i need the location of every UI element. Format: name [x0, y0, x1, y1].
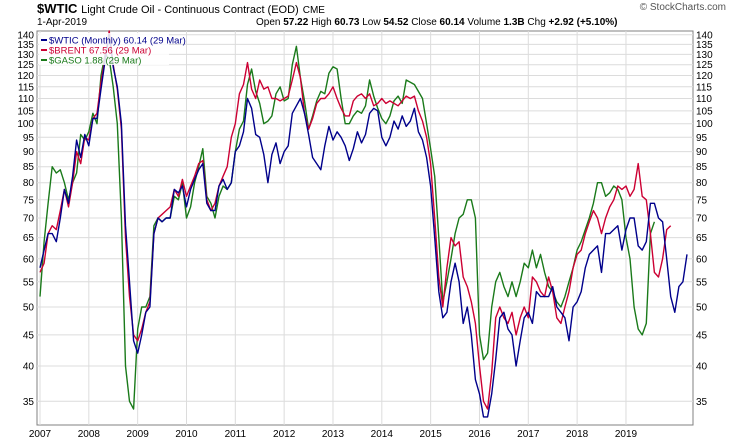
y-tick-label-left: 55	[23, 277, 35, 288]
quote-date: 1-Apr-2019	[37, 17, 88, 28]
y-tick-label-left: 140	[17, 30, 34, 41]
y-tick-label-left: 65	[23, 233, 35, 244]
y-tick-label-left: 110	[18, 94, 34, 105]
grid-lines	[37, 31, 693, 425]
legend-label-wtic: $WTIC (Monthly) 60.14 (29 Mar)	[49, 36, 186, 47]
symbol-code: $WTIC	[37, 1, 78, 16]
legend-background	[39, 33, 169, 65]
y-tick-label-right: 50	[696, 302, 708, 313]
x-tick-label: 2019	[615, 429, 638, 440]
y-tick-label-left: 45	[23, 330, 35, 341]
y-tick-label-right: 90	[696, 147, 708, 158]
y-tick-label-left: 95	[23, 133, 35, 144]
x-tick-label: 2017	[517, 429, 540, 440]
high-value: 60.73	[334, 17, 360, 28]
x-tick-label: 2012	[273, 429, 296, 440]
y-tick-label-right: 70	[696, 214, 708, 225]
y-tick-label-left: 105	[17, 106, 34, 117]
y-tick-label-left: 80	[23, 178, 35, 189]
y-tick-label-right: 85	[696, 162, 708, 173]
high-label: High	[311, 17, 332, 28]
volume-label: Volume	[467, 17, 501, 28]
y-tick-label-left: 70	[23, 214, 35, 225]
axis-labels: 35 35 40 40 45 45 50 50 55 55 60 60 65 65 70 70 75 75 80 80…	[17, 30, 713, 440]
y-tick-label-right: 135	[696, 40, 713, 51]
low-label: Low	[362, 17, 381, 28]
close-value: 60.14	[439, 17, 465, 28]
y-tick-label-right: 115	[696, 82, 712, 93]
y-tick-label-right: 95	[696, 133, 708, 144]
y-tick-label-right: 65	[696, 233, 708, 244]
symbol-title: $WTIC Light Crude Oil - Continuous Contr…	[37, 1, 325, 16]
x-tick-label: 2009	[127, 429, 150, 440]
y-tick-label-right: 75	[696, 195, 708, 206]
chart-header: $WTIC Light Crude Oil - Continuous Contr…	[0, 0, 730, 30]
y-tick-label-right: 60	[696, 254, 708, 265]
y-tick-label-left: 50	[23, 302, 35, 313]
x-tick-label: 2016	[468, 429, 491, 440]
y-tick-label-right: 120	[696, 71, 713, 82]
y-tick-label-left: 115	[18, 82, 34, 93]
series-line-wtic	[39, 34, 688, 418]
legend: $WTIC (Monthly) 60.14 (29 Mar)$BRENT 67.…	[39, 33, 186, 67]
x-tick-label: 2011	[225, 429, 247, 440]
series-line-gaso	[39, 45, 656, 410]
y-tick-label-right: 100	[696, 119, 713, 130]
volume-value: 1.3B	[503, 17, 525, 28]
legend-label-gaso: $GASO 1.88 (29 Mar)	[49, 56, 141, 67]
y-tick-label-left: 75	[23, 195, 35, 206]
low-value: 54.52	[383, 17, 409, 28]
y-tick-label-left: 40	[23, 361, 35, 372]
y-tick-label-left: 130	[17, 50, 34, 61]
y-tick-label-left: 60	[23, 254, 35, 265]
open-value: 57.22	[283, 17, 309, 28]
x-tick-label: 2010	[175, 429, 198, 440]
y-tick-label-right: 130	[696, 50, 713, 61]
chg-label: Chg	[527, 17, 546, 28]
y-tick-label-right: 125	[696, 60, 713, 71]
x-tick-label: 2007	[29, 429, 52, 440]
y-tick-label-left: 135	[17, 40, 34, 51]
open-label: Open	[256, 17, 281, 28]
y-tick-label-left: 85	[23, 162, 35, 173]
y-tick-label-right: 55	[696, 277, 708, 288]
quote-stats: Open 57.22 High 60.73 Low 54.52 Close 60…	[256, 17, 617, 28]
close-label: Close	[411, 17, 437, 28]
x-tick-label: 2015	[420, 429, 443, 440]
y-tick-label-right: 140	[696, 30, 713, 41]
chg-value: +2.92 (+5.10%)	[548, 17, 618, 28]
y-tick-label-right: 80	[696, 178, 708, 189]
y-tick-label-right: 40	[696, 361, 708, 372]
y-tick-label-right: 35	[696, 397, 708, 408]
legend-label-brent: $BRENT 67.56 (29 Mar)	[49, 46, 151, 57]
x-tick-label: 2014	[371, 429, 394, 440]
y-tick-label-left: 100	[17, 119, 34, 130]
stockcharts-watermark: © StockCharts.com	[639, 2, 726, 13]
series-line-brent	[39, 30, 672, 410]
y-tick-label-left: 120	[17, 71, 34, 82]
y-tick-label-right: 105	[696, 106, 713, 117]
plot-area-border	[36, 30, 694, 426]
x-tick-label: 2018	[566, 429, 589, 440]
y-tick-label-left: 125	[17, 60, 34, 71]
y-tick-label-left: 35	[23, 397, 35, 408]
symbol-description: Light Crude Oil - Continuous Contract (E…	[81, 4, 299, 16]
y-tick-label-right: 45	[696, 330, 708, 341]
y-tick-label-left: 90	[23, 147, 35, 158]
x-tick-label: 2013	[322, 429, 345, 440]
symbol-exchange: CME	[302, 5, 325, 16]
y-tick-label-right: 110	[696, 94, 712, 105]
x-tick-label: 2008	[78, 429, 101, 440]
series-lines	[39, 30, 688, 418]
